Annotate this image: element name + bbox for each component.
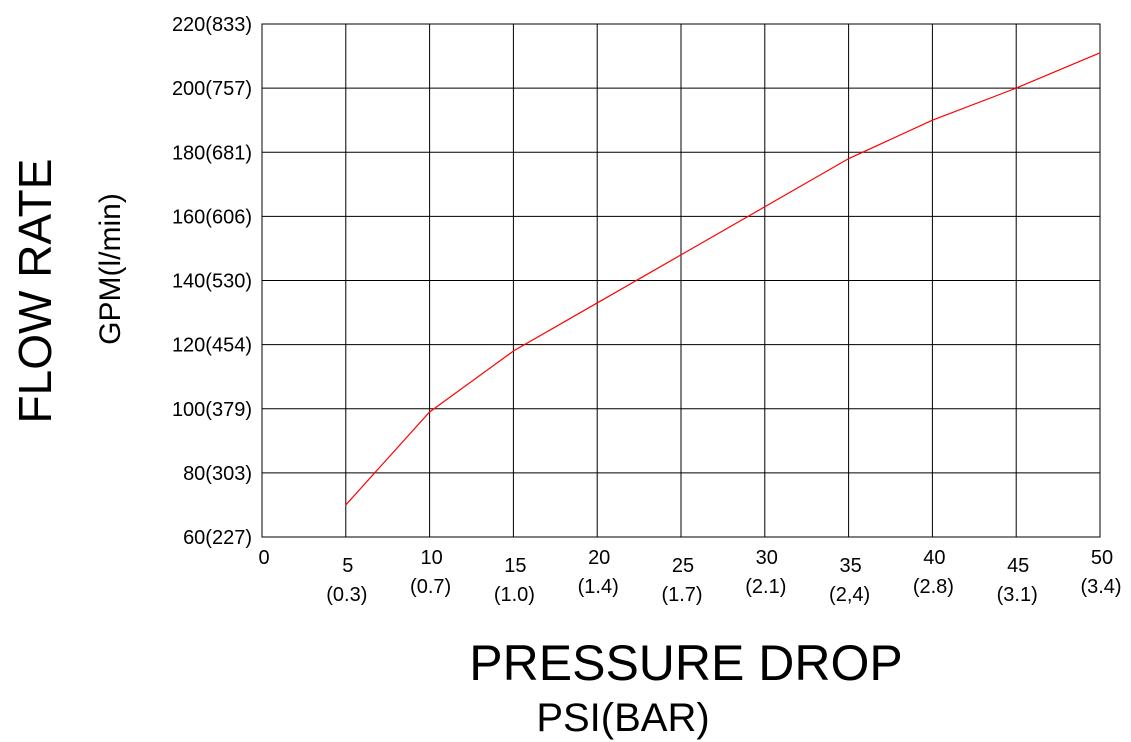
data-point — [429, 411, 431, 413]
y-tick-label: 60(227) — [183, 527, 252, 549]
y-tick-label: 160(606) — [172, 206, 252, 228]
data-point — [345, 504, 347, 506]
data-point — [931, 119, 934, 121]
y-tick-label: 200(757) — [172, 78, 252, 100]
y-tick-label: 180(681) — [172, 142, 252, 164]
y-tick-label: 120(454) — [172, 335, 252, 357]
x-axis-title: PRESSURE DROP — [469, 635, 902, 691]
x-tick-label: 40 — [923, 547, 945, 569]
x-tick-label: 25 — [672, 555, 694, 577]
x-tick-sublabel: (2.1) — [745, 576, 786, 598]
y-axis-title: FLOW RATE — [9, 159, 61, 424]
data-point — [848, 158, 850, 160]
grid — [261, 23, 1101, 538]
y-axis-unit: GPM(l/min) — [94, 193, 127, 345]
x-tick-label: 30 — [756, 547, 778, 569]
x-tick-sublabel: (3.4) — [1080, 576, 1121, 598]
data-point — [512, 350, 515, 352]
x-tick-label: 15 — [504, 555, 526, 577]
x-tick-label: 45 — [1007, 555, 1029, 577]
data-point — [596, 302, 598, 304]
x-tick-sublabel: (2.8) — [913, 576, 954, 598]
y-tick-label: 100(379) — [172, 399, 252, 421]
series-layer — [345, 52, 1101, 506]
x-tick-label: 50 — [1091, 547, 1113, 569]
data-point — [1015, 87, 1017, 89]
x-tick-sublabel: (0.7) — [410, 576, 451, 598]
x-tick-sublabel: (1.4) — [578, 576, 619, 598]
y-tick-label: 80(303) — [183, 463, 252, 485]
x-tick-sublabel: (1.0) — [494, 584, 535, 606]
flow-rate-line — [345, 52, 1101, 506]
x-tick-label: 20 — [588, 547, 610, 569]
data-point — [1099, 52, 1101, 54]
x-tick-label: 10 — [420, 547, 442, 569]
x-tick-sublabel: (1.7) — [661, 584, 702, 606]
x-tick-sublabel: (3.1) — [997, 584, 1038, 606]
x-tick-labels: 0 5 (0.3) 10 (0.7) 15 (1.0) 20 (1.4) 25 (1.7) 30 (2.… — [258, 547, 1121, 606]
data-point — [764, 206, 766, 208]
y-tick-label: 220(833) — [172, 14, 252, 36]
x-tick-label: 0 — [258, 547, 269, 569]
x-tick-label: 35 — [839, 555, 861, 577]
data-point — [680, 254, 682, 256]
x-axis-unit: PSI(BAR) — [536, 696, 709, 740]
x-tick-label: 5 — [342, 555, 353, 577]
x-tick-sublabel: (2,4) — [829, 584, 870, 606]
y-tick-label: 140(530) — [172, 271, 252, 293]
x-tick-sublabel: (0.3) — [326, 584, 367, 606]
y-tick-labels: 60(227) 80(303) 100(379) 120(454) 140(530) 16… — [172, 14, 252, 549]
